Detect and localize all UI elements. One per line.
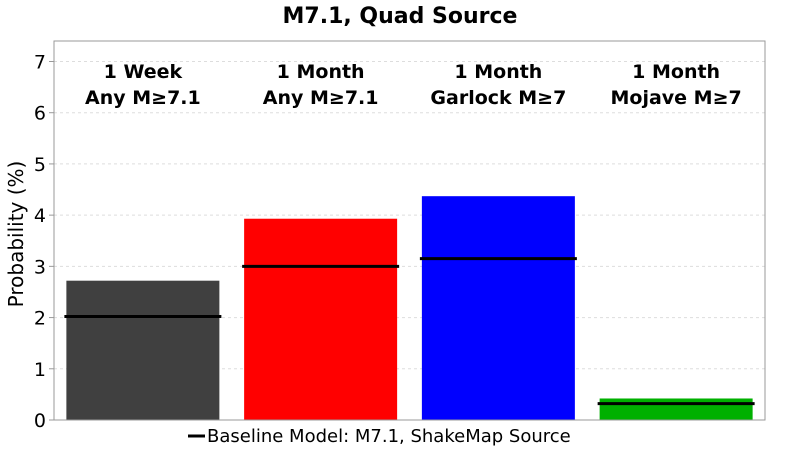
category-label-line2: Any M≥7.1 (85, 87, 201, 109)
bar-4 (599, 398, 753, 420)
category-labels: 1 Week Any M≥7.1 1 Month Any M≥7.1 1 Month Ga… (85, 61, 742, 109)
y-tick-label: 7 (34, 51, 46, 73)
category-label-line2: Mojave M≥7 (611, 87, 742, 109)
y-tick-label: 6 (34, 103, 46, 125)
y-tick-label: 2 (34, 308, 46, 330)
chart-title: M7.1, Quad Source (283, 4, 518, 29)
baseline-markers (64, 257, 755, 406)
bar-1 (66, 280, 220, 420)
bars (66, 196, 753, 420)
y-tick-label: 1 (34, 359, 46, 381)
legend-baseline-label: Baseline Model: M7.1, ShakeMap Source (207, 426, 571, 447)
legend: Baseline Model: M7.1, ShakeMap Source (188, 426, 571, 447)
category-label-line2: Garlock M≥7 (430, 87, 566, 109)
plot-frame (53, 40, 766, 421)
y-axis-ticks: 0 1 2 3 4 5 6 7 (34, 51, 54, 432)
category-label-line2: Any M≥7.1 (263, 87, 379, 109)
y-axis-label: Probability (%) (4, 161, 28, 308)
y-tick-label: 3 (34, 256, 46, 278)
gridlines (54, 60, 765, 370)
bar-2 (244, 218, 398, 420)
category-label-line1: 1 Month (632, 61, 720, 83)
category-label-line1: 1 Month (277, 61, 365, 83)
bar-3 (421, 196, 575, 420)
category-label-line1: 1 Month (454, 61, 542, 83)
y-tick-label: 5 (34, 154, 46, 176)
category-label-line1: 1 Week (104, 61, 183, 83)
y-tick-label: 0 (34, 410, 46, 432)
y-tick-label: 4 (34, 205, 46, 227)
